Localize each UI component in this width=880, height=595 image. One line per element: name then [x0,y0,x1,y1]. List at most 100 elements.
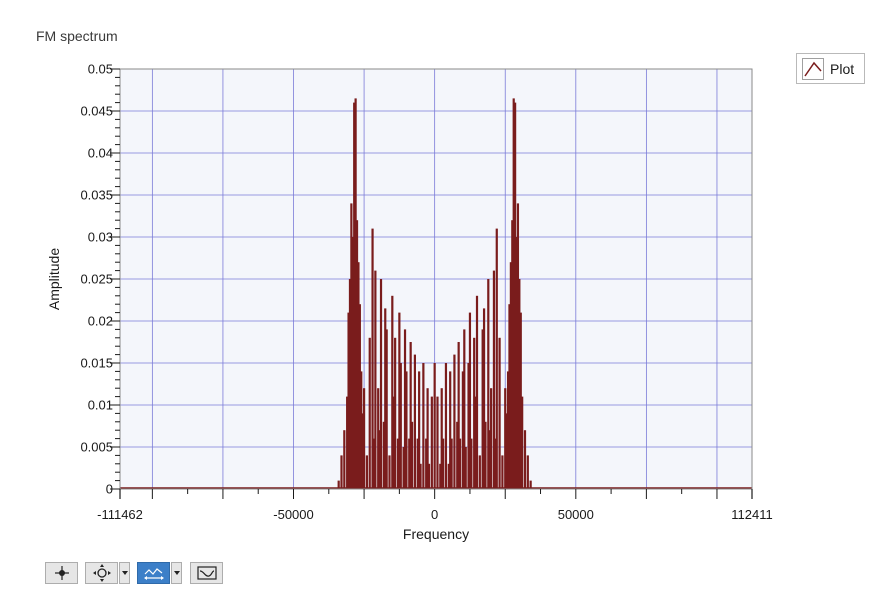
spectrum-bar [508,304,511,489]
spectrum-bar [425,438,428,489]
spectrum-bar [385,329,388,489]
y-tick-label: 0 [106,482,113,497]
spectrum-bar [521,396,524,489]
spectrum-bar [516,203,520,489]
spectrum-bar [498,337,501,489]
spectrum-bar [506,371,510,489]
spectrum-bar [436,396,439,489]
spectrum-bar [427,463,431,489]
spectrum-bar [337,480,340,489]
spectrum-bar [371,228,374,489]
chart-title: FM spectrum [36,28,118,44]
spectrum-bar [494,438,497,489]
x-tick-label: -50000 [273,507,313,522]
spectrum-bar [505,413,508,489]
spectrum-bar [449,371,452,489]
spectrum-bar [398,312,401,489]
spectrum-bar [511,220,514,489]
spectrum-bar [379,279,383,489]
spectrum-bar [405,371,408,489]
spectrum-bar [430,396,433,489]
spectrum-bar [450,438,453,489]
y-tick-label: 0.01 [88,398,113,413]
spectrum-bar [384,308,387,489]
x-tick-label: -111462 [97,507,143,522]
spectrum-bar [464,447,467,489]
y-tick-label: 0.03 [88,230,113,245]
spectrum-bar [512,98,515,490]
autoscale-button[interactable] [190,562,223,584]
y-axis-title: Amplitude [46,248,62,310]
spectrum-bar [388,455,391,489]
legend[interactable]: Plot [796,53,865,84]
spectrum-bar [488,430,491,489]
spectrum-bar [353,102,356,489]
spectrum-bar [402,447,405,489]
pan-icon [143,568,164,580]
spectrum-bar [382,421,385,489]
spectrum-bar [444,363,448,489]
spectrum-bar [456,421,459,489]
spectrum-bar [523,430,527,489]
spectrum-bar [419,463,422,489]
x-tick-label: 112411 [731,507,772,522]
spectrum-bar [377,388,380,489]
spectrum-bar [358,304,361,489]
spectrum-bar [495,228,498,489]
spectrum-bar [458,438,462,489]
spectrum-bar [396,438,400,489]
spectrum-bar [416,438,419,489]
crosshair-move-icon [54,566,69,580]
spectrum-bar [360,371,363,489]
x-axis-title: Frequency [403,526,469,542]
spectrum-bar [408,438,411,489]
spectrum-bar [394,337,397,489]
spectrum-bar [453,354,456,489]
spectrum-bar [526,455,529,489]
spectrum-bar [478,455,481,489]
spectrum-bar [391,295,394,489]
spectrum-bar [351,237,354,489]
y-tick-label: 0.02 [88,314,113,329]
spectrum-bar [433,363,436,489]
spectrum-bar [487,279,490,489]
spectrum-bar [361,413,364,489]
y-tick-label: 0.015 [80,356,113,371]
chart-area[interactable]: 0 0.005 0.01 0.015 0.02 0.025 0.03 0.035 0.04 0.0… [0,0,880,550]
spectrum-bar [357,262,360,489]
spectrum-bar [403,329,407,489]
spectrum-bar [473,337,476,489]
series-plot [120,98,752,490]
spectrum-bar [440,388,443,489]
spectrum-bar [439,463,442,489]
spectrum-bar [468,312,472,489]
y-tick-label: 0.045 [80,104,113,119]
line-plot-icon [802,57,824,80]
spectrum-bar [372,438,376,489]
y-tick-label: 0.04 [88,146,113,161]
spectrum-bar [422,363,425,489]
spectrum-bar [409,342,412,489]
spectrum-bar [501,455,504,489]
zoom-dropdown-button[interactable] [119,562,130,584]
spectrum-bar [392,396,395,489]
chevron-down-icon [173,571,180,575]
spectrum-bar [447,463,450,489]
cursor-tool-button[interactable] [45,562,78,584]
spectrum-bar [514,102,517,489]
spectrum-bar [354,98,357,490]
pan-dropdown-button[interactable] [171,562,182,584]
legend-label: Plot [830,60,855,77]
chevron-down-icon [121,571,128,575]
spectrum-bar [475,295,479,489]
spectrum-bar [509,262,512,489]
spectrum-bar [461,371,464,489]
x-tick-label: 50000 [558,507,594,522]
spectrum-bar [368,337,371,489]
spectrum-bar [410,421,414,489]
pan-tool-button[interactable] [137,562,170,584]
spectrum-bar [347,312,350,489]
spectrum-bar [482,308,486,489]
zoom-icon [92,564,111,582]
zoom-tool-button[interactable] [85,562,118,584]
